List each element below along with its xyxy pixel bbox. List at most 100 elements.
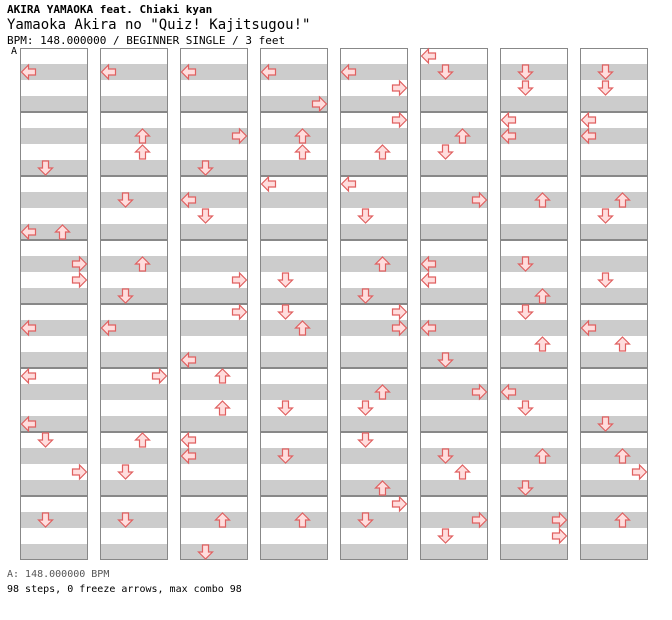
measure-53 [500,304,568,368]
measure-11 [100,176,168,240]
left-arrow-icon [500,127,517,145]
beat-stripe [420,544,488,560]
down-arrow-icon [37,512,54,528]
measure-4 [20,240,88,304]
step-chart [20,47,648,560]
measure-border [420,304,488,368]
beat-stripe [500,288,568,304]
measure-50 [500,111,568,176]
beat-stripe [420,160,488,176]
beat-stripe [20,416,88,432]
beat-stripe [500,416,568,432]
up-arrow-icon [134,144,151,160]
beat-stripe [20,512,88,528]
down-arrow-icon [37,432,54,448]
beat-stripe [260,544,328,560]
measure-58 [580,111,648,176]
beat-stripe [260,320,328,336]
artist-name: AKIRA YAMAOKA feat. Chiaki kyan [7,3,213,16]
beat-stripe [20,160,88,176]
beat-stripe [500,384,568,400]
measure-border [20,48,88,112]
measure-17 [180,48,248,112]
beat-stripe [260,288,328,304]
up-arrow-icon [534,288,551,304]
measure-30 [260,368,328,432]
measure-41 [420,47,488,112]
beat-stripe [260,256,328,272]
beat-stripe [100,512,168,528]
beat-stripe [20,128,88,144]
left-arrow-icon [580,319,597,337]
down-arrow-icon [517,256,534,272]
measure-62 [580,368,648,432]
beat-stripe [180,480,248,496]
left-arrow-icon [420,47,437,65]
down-arrow-icon [517,80,534,96]
up-arrow-icon [54,224,71,240]
measure-border [420,112,488,176]
left-arrow-icon [20,63,37,81]
measure-border [580,432,648,496]
right-arrow-icon [71,255,88,273]
beat-stripe [500,320,568,336]
beat-stripe [260,160,328,176]
beat-stripe [100,320,168,336]
measure-border [580,48,648,112]
down-arrow-icon [117,288,134,304]
down-arrow-icon [117,464,134,480]
right-arrow-icon [391,79,408,97]
bpm-summary: A: 148.000000 BPM [7,569,110,580]
right-arrow-icon [231,303,248,321]
measure-26 [260,112,328,176]
measure-64 [580,496,648,560]
beat-stripe [420,320,488,336]
beat-stripe [260,64,328,80]
beat-stripe [180,320,248,336]
down-arrow-icon [597,416,614,432]
beat-stripe [260,128,328,144]
measure-border [500,112,568,176]
beat-stripe [340,544,408,560]
beat-stripe [180,64,248,80]
beat-stripe [20,224,88,240]
down-arrow-icon [117,192,134,208]
down-arrow-icon [197,544,214,560]
beat-stripe [100,384,168,400]
measure-9 [100,48,168,112]
measure-24 [180,496,248,560]
beat-stripe [180,96,248,112]
beat-stripe [180,512,248,528]
up-arrow-icon [294,320,311,336]
beat-stripe [420,352,488,368]
down-arrow-icon [517,480,534,496]
measure-border [20,304,88,368]
measure-10 [100,112,168,176]
measure-29 [260,304,328,368]
down-arrow-icon [597,80,614,96]
beat-stripe [180,128,248,144]
right-arrow-icon [71,271,88,289]
beat-stripe [420,224,488,240]
right-arrow-icon [551,511,568,529]
up-arrow-icon [534,448,551,464]
right-arrow-icon [231,271,248,289]
right-arrow-icon [551,527,568,545]
down-arrow-icon [277,304,294,320]
measure-59 [580,176,648,240]
measure-border [580,176,648,240]
right-arrow-icon [71,463,88,481]
beat-stripe [580,352,648,368]
measure-35 [340,175,408,240]
beat-stripe [100,160,168,176]
beat-stripe [580,480,648,496]
up-arrow-icon [294,128,311,144]
measure-47 [420,432,488,496]
left-arrow-icon [420,271,437,289]
beat-stripe [340,480,408,496]
measure-border [100,112,168,176]
beat-stripe [260,480,328,496]
beat-stripe [420,480,488,496]
beat-stripe [340,416,408,432]
measure-12 [100,240,168,304]
